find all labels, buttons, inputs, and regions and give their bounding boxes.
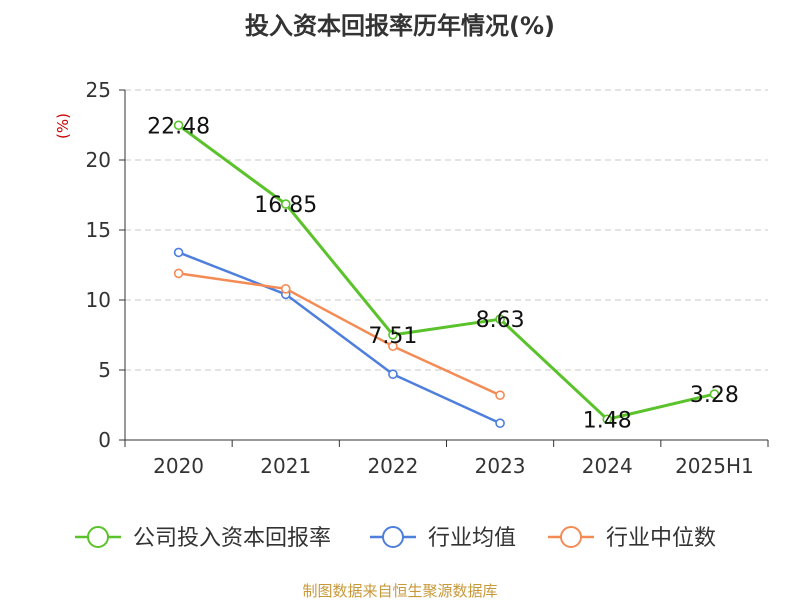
y-tick-label: 10 [86, 288, 111, 312]
legend-item-0[interactable]: 公司投入资本回报率 [75, 526, 331, 551]
data-point[interactable] [709, 389, 720, 399]
data-point[interactable] [280, 199, 291, 209]
series-lines: 22.48 16.85 7.51 8.63 1.48 3.28 [147, 114, 739, 433]
legend-label: 行业均值 [428, 526, 516, 551]
y-tick-label: 25 [86, 78, 111, 102]
data-point[interactable] [495, 314, 505, 324]
legend-marker-icon [382, 526, 404, 548]
x-tick-label: 2021 [260, 454, 311, 478]
data-point[interactable] [388, 341, 398, 352]
source-note: 制图数据来自恒生聚源数据库 [302, 582, 497, 600]
legend-label: 行业中位数 [606, 526, 716, 551]
data-label: 3.28 [690, 383, 739, 408]
legend-label: 公司投入资本回报率 [133, 526, 331, 551]
data-point[interactable] [173, 247, 184, 258]
data-point[interactable] [173, 120, 184, 131]
legend-marker-icon [87, 526, 109, 548]
data-label: 16.85 [254, 193, 317, 218]
data-point[interactable] [388, 369, 398, 380]
series-line [178, 251, 501, 425]
x-tick-label: 2023 [475, 454, 526, 478]
y-tick-label: 5 [98, 358, 111, 382]
data-point[interactable] [173, 268, 184, 279]
data-point[interactable] [495, 418, 505, 429]
y-tick-label: 15 [86, 218, 111, 242]
data-point[interactable] [602, 414, 613, 425]
data-label: 1.48 [583, 408, 632, 433]
series-0: 22.48 16.85 7.51 8.63 1.48 3.28 [147, 114, 739, 433]
data-label: 8.63 [476, 308, 525, 333]
y-tick-label: 0 [98, 428, 111, 452]
chart-title: 投入资本回报率历年情况(%) [245, 12, 555, 40]
series-line [178, 272, 501, 397]
x-tick-label: 2025H1 [675, 454, 754, 478]
y-tick-label: 20 [86, 148, 111, 172]
series-2 [173, 268, 505, 401]
y-axis-unit-label: (%) [54, 113, 72, 139]
series-line [177, 124, 715, 421]
legend-item-1[interactable]: 行业均值 [370, 526, 516, 551]
data-point[interactable] [388, 330, 398, 340]
data-label: 22.48 [147, 114, 210, 139]
data-point[interactable] [495, 390, 505, 401]
axes: 0 5 10 15 20 25 2020 2021 2022 2023 2024 2025H1 [86, 78, 769, 478]
x-tick-label: 2024 [582, 454, 633, 478]
data-point[interactable] [280, 283, 291, 294]
data-label: 7.51 [368, 324, 417, 349]
x-tick-label: 2022 [367, 454, 418, 478]
legend-marker-icon [560, 526, 582, 548]
legend[interactable]: 公司投入资本回报率 行业均值 行业中位数 [75, 526, 716, 551]
x-tick-label: 2020 [153, 454, 204, 478]
legend-item-2[interactable]: 行业中位数 [548, 526, 716, 551]
series-1 [173, 247, 505, 429]
